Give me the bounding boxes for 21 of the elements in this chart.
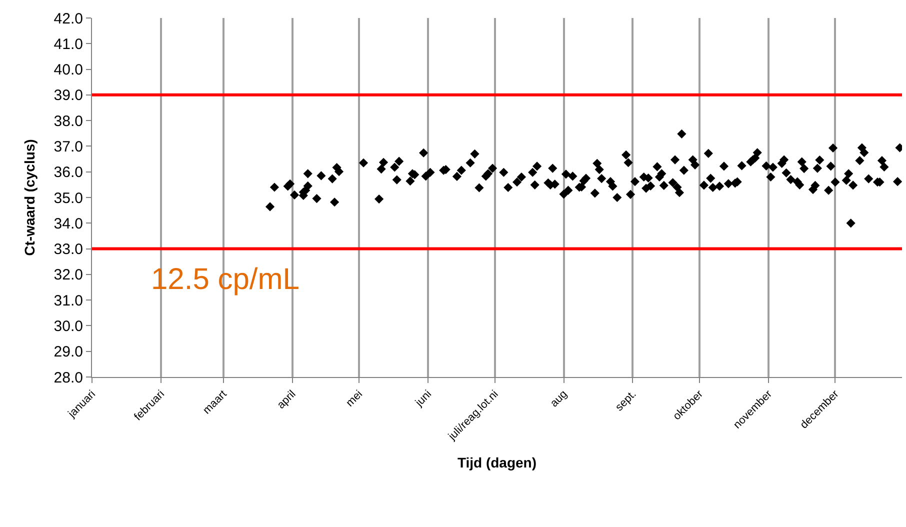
- y-tick-label: 31.0: [54, 292, 83, 310]
- y-tick-label: 37.0: [54, 138, 83, 156]
- y-tick-label: 40.0: [54, 62, 83, 79]
- y-tick-label: 41.0: [54, 36, 83, 53]
- annotation: 12.5 cp/mL: [151, 263, 300, 296]
- y-tick-label: 35.0: [54, 190, 83, 207]
- y-tick-label: 39.0: [54, 87, 83, 104]
- x-tick-label: aug: [548, 388, 570, 410]
- x-tick-label: mei: [344, 388, 366, 410]
- y-tick-label: 34.0: [54, 215, 83, 232]
- y-tick-label: 29.0: [54, 344, 83, 361]
- y-tick-label: 28.0: [54, 369, 83, 386]
- y-tick-label: 30.0: [54, 318, 83, 335]
- y-tick-label: 38.0: [54, 112, 83, 130]
- y-tick-label: 33.0: [54, 241, 83, 258]
- y-axis-title: Ct-waard (cyclus): [21, 139, 38, 256]
- x-axis-title: Tijd (dagen): [457, 454, 537, 471]
- y-tick-label: 42.0: [54, 10, 83, 28]
- y-tick-label: 32.0: [54, 266, 83, 284]
- y-tick-label: 36.0: [54, 164, 83, 182]
- x-tick-label: sept.: [613, 388, 639, 414]
